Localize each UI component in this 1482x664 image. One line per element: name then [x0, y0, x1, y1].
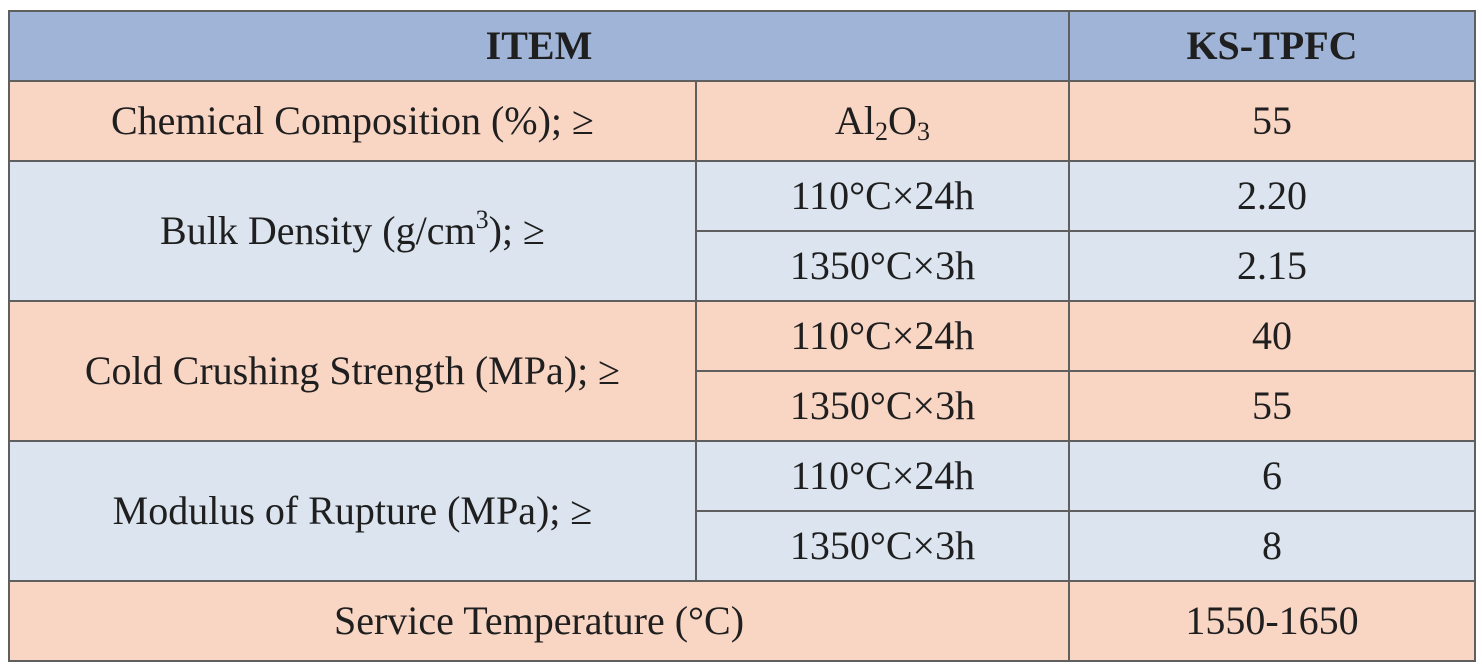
- table-row: Service Temperature (°C) 1550-1650: [8, 580, 1476, 662]
- condition-cell: 110°C×24h: [695, 300, 1070, 372]
- condition-cell: 1350°C×3h: [695, 510, 1070, 582]
- table-row: Modulus of Rupture (MPa); ≥ 110°C×24h 6: [8, 440, 1476, 582]
- modulus-label: Modulus of Rupture (MPa); ≥: [8, 440, 697, 582]
- chemical-formula: Al2O3: [695, 80, 1070, 162]
- table-row: Cold Crushing Strength (MPa); ≥ 110°C×24…: [8, 300, 1476, 442]
- service-temperature-value: 1550-1650: [1068, 580, 1476, 662]
- table-row: Chemical Composition (%); ≥ Al2O3 55: [8, 80, 1476, 162]
- bulk-density-label: Bulk Density (g/cm3); ≥: [8, 160, 697, 302]
- value-cell: 2.20: [1068, 160, 1476, 232]
- chemical-value: 55: [1068, 80, 1476, 162]
- header-row: ITEM KS-TPFC: [8, 10, 1476, 82]
- formula-part: Al: [835, 98, 876, 143]
- cold-crushing-label: Cold Crushing Strength (MPa); ≥: [8, 300, 697, 442]
- table-row: 1350°C×3h 55: [9, 370, 1476, 442]
- bulk-density-label-text: ); ≥: [488, 208, 545, 253]
- table-row: Bulk Density (g/cm3); ≥ 110°C×24h 2.20: [8, 160, 1476, 302]
- value-cell: 2.15: [1068, 230, 1476, 302]
- condition-cell: 1350°C×3h: [695, 370, 1070, 442]
- condition-cell: 110°C×24h: [695, 440, 1070, 512]
- condition-cell: 110°C×24h: [695, 160, 1070, 232]
- condition-cell: 1350°C×3h: [695, 230, 1070, 302]
- value-cell: 55: [1068, 370, 1476, 442]
- bulk-density-label-text: Bulk Density (g/cm: [160, 208, 476, 253]
- spec-table: ITEM KS-TPFC Chemical Composition (%); ≥…: [8, 10, 1476, 662]
- bulk-density-superscript: 3: [475, 205, 489, 234]
- formula-subscript: 3: [916, 117, 930, 146]
- table-row: 1350°C×3h 2.15: [9, 230, 1476, 302]
- header-item: ITEM: [8, 10, 1070, 82]
- value-cell: 40: [1068, 300, 1476, 372]
- table-row: 1350°C×3h 8: [9, 510, 1476, 582]
- formula-subscript: 2: [875, 117, 889, 146]
- value-cell: 6: [1068, 440, 1476, 512]
- header-product: KS-TPFC: [1068, 10, 1476, 82]
- service-temperature-label: Service Temperature (°C): [8, 580, 1070, 662]
- formula-part: O: [888, 98, 917, 143]
- value-cell: 8: [1068, 510, 1476, 582]
- chemical-label: Chemical Composition (%); ≥: [8, 80, 697, 162]
